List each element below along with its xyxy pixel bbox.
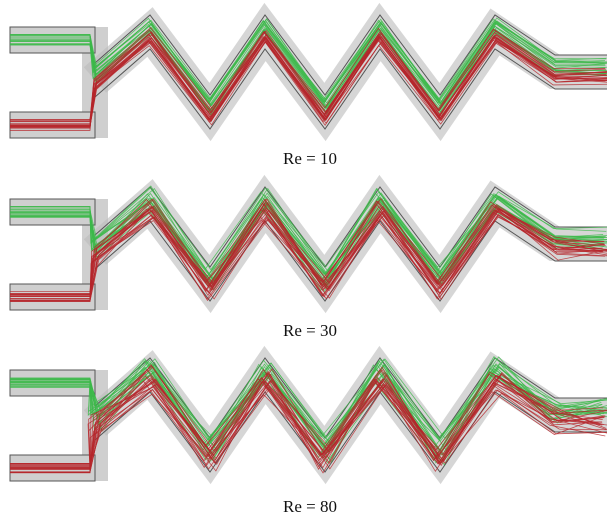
panel (10, 15, 607, 138)
caption: Re = 30 (283, 321, 337, 340)
panel (10, 186, 607, 310)
caption: Re = 10 (283, 149, 337, 168)
figure: Re = 10 Re = 30 Re = 80 (0, 0, 607, 522)
panel (10, 357, 607, 481)
caption: Re = 80 (283, 497, 337, 516)
